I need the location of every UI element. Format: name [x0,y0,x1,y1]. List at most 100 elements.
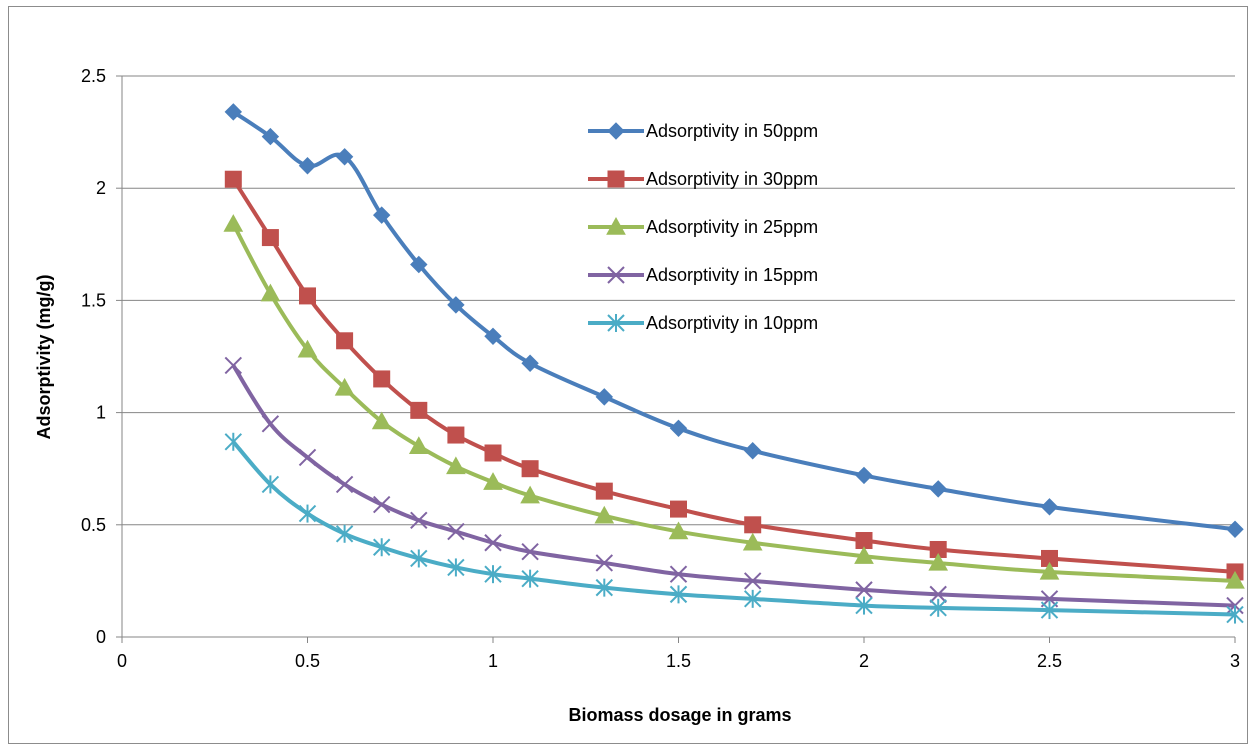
data-point [224,356,243,375]
data-point [742,532,763,551]
legend-label: Adsorptivity in 15ppm [646,265,818,285]
data-point [521,543,539,561]
legend-item: Adsorptivity in 15ppm [588,265,818,285]
data-point [669,585,688,604]
data-point [410,401,428,419]
legend-marker [607,266,625,284]
data-point [447,296,465,314]
data-point [261,229,279,247]
legend-marker [606,216,626,235]
data-point [484,534,502,552]
y-tick-label: 0 [96,627,106,647]
legend-item: Adsorptivity in 25ppm [588,216,818,237]
y-tick-label: 1 [96,403,106,423]
series-5 [224,432,1244,624]
data-point [372,206,391,224]
axis-layer: 0 0.5 1 1.5 2 2.5 0 0.5 1 1.5 2 2.5 3 [81,66,1240,671]
data-point [408,436,429,454]
data-point [595,578,614,597]
data-point [855,596,873,615]
data-point [854,546,874,564]
data-point [410,549,428,568]
data-point [743,589,762,608]
data-point [261,415,280,433]
data-point [594,505,615,524]
data-point [223,214,244,232]
data-point [1225,570,1245,589]
series-2 [224,170,1244,581]
legend-item: Adsorptivity in 30ppm [588,169,818,189]
x-tick-label: 0.5 [295,651,320,671]
data-point [743,442,762,460]
data-point [410,511,428,530]
data-point [335,475,354,494]
legend-label: Adsorptivity in 30ppm [646,169,818,189]
data-point [224,103,243,121]
x-tick-label: 1.5 [666,651,691,671]
data-point [744,516,762,534]
data-point [855,581,873,599]
x-axis-title: Biomass dosage in grams [568,705,791,725]
data-point [669,419,688,438]
x-tick-label: 2.5 [1037,651,1062,671]
data-point [224,432,243,451]
y-tick-label: 2.5 [81,66,106,86]
data-point [484,327,502,346]
data-point [521,354,539,372]
data-point [372,538,391,557]
series-3 [223,214,1245,589]
data-point [373,370,391,388]
data-point [595,482,613,500]
series-4 [224,356,1244,615]
data-point [1040,498,1059,516]
data-point [928,552,949,571]
legend-marker [607,314,625,332]
series-1 [224,103,1244,538]
legend: Adsorptivity in 50ppm Adsorptivity in 30p… [588,121,818,333]
data-point [224,170,242,188]
data-point [336,332,354,350]
data-point [1040,601,1059,620]
data-point [298,448,317,467]
y-tick-label: 2 [96,178,106,198]
data-point [335,524,354,543]
data-point [595,554,614,572]
data-point [929,585,947,604]
data-point [447,558,465,577]
data-point [371,411,392,430]
data-point [1226,520,1244,538]
data-point [670,500,687,518]
y-axis-title: Adsorptivity (mg/g) [34,274,54,439]
data-point [335,148,354,166]
data-point [298,504,317,523]
x-tick-label: 3 [1230,651,1240,671]
data-point [520,485,540,504]
legend-label: Adsorptivity in 10ppm [646,313,818,333]
data-point [299,287,316,305]
legend-item: Adsorptivity in 50ppm [588,121,818,141]
grid-layer [122,75,1235,526]
data-point [929,598,947,617]
data-point [484,444,502,462]
y-tick-label: 1.5 [81,290,106,310]
data-point [447,522,465,541]
y-tick-label: 0.5 [81,515,106,535]
data-point [521,460,539,478]
legend-marker [607,170,625,188]
data-point [1226,605,1244,624]
data-point [484,565,502,584]
data-point [372,495,391,514]
x-tick-label: 1 [488,651,498,671]
data-point [669,565,688,583]
data-point [446,456,466,475]
data-point [743,572,762,590]
legend-label: Adsorptivity in 50ppm [646,121,818,141]
series-line [231,364,1236,608]
legend-item: Adsorptivity in 10ppm [588,313,818,333]
data-point [668,521,689,540]
data-point [261,475,280,494]
data-point [855,466,873,485]
legend-marker [607,122,625,140]
data-point [334,377,355,396]
series-line [231,440,1236,617]
